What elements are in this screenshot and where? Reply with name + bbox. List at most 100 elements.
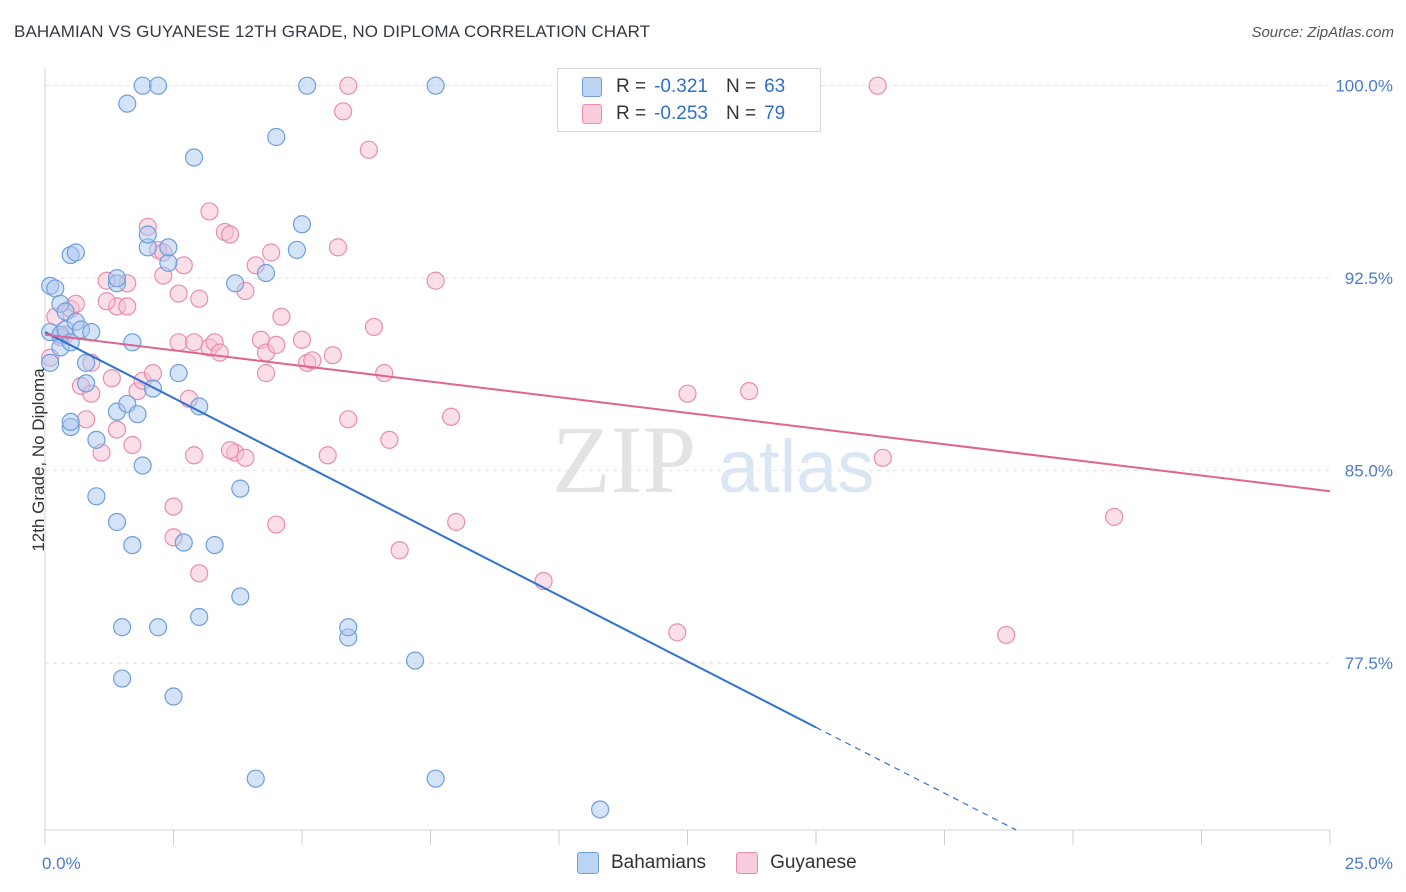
bahamians-point	[143, 379, 163, 398]
x-tick-label-start: 0.0%	[42, 854, 81, 873]
bahamians-point	[123, 333, 142, 352]
pink-swatch	[582, 104, 602, 124]
guyanese-point	[256, 364, 276, 383]
bahamians-point	[123, 535, 142, 555]
series-guyanese	[41, 76, 1124, 645]
r-value: -0.321	[654, 76, 708, 97]
n-label: N =	[725, 103, 757, 124]
bahamians-point	[77, 374, 96, 393]
series-bahamians	[41, 76, 610, 819]
r-value: -0.253	[654, 103, 708, 124]
guyanese-point	[184, 446, 204, 465]
guyanese-point	[184, 333, 204, 352]
guyanese-point	[143, 364, 163, 383]
guyanese-point	[447, 512, 466, 532]
x-tick-labels: 0.0% 25.0%	[42, 854, 1393, 873]
guyanese-trend-line	[44, 333, 1331, 493]
guyanese-point	[390, 541, 409, 560]
guyanese-point	[236, 448, 255, 467]
bahamians-point	[41, 353, 60, 372]
bahamians-point	[405, 651, 425, 670]
guyanese-point	[210, 343, 229, 362]
bahamians-point	[138, 225, 157, 244]
bahamians-point	[292, 215, 312, 234]
guyanese-point	[102, 369, 121, 388]
guyanese-point	[668, 623, 687, 642]
stats-legend: R = -0.321 N = 63 R = -0.253 N = 79	[557, 68, 821, 132]
bahamians-point	[169, 364, 188, 383]
blue-swatch	[577, 852, 599, 874]
guyanese-point	[339, 76, 358, 95]
n-value: 63	[764, 76, 786, 97]
bahamians-trend-line	[44, 331, 817, 729]
bahamians-point	[82, 322, 101, 342]
bahamians-point	[107, 269, 127, 288]
guyanese-point	[873, 448, 892, 467]
guyanese-point	[272, 307, 291, 326]
y-axis-label: 12th Grade, No Diploma	[29, 368, 48, 552]
guyanese-point	[334, 102, 353, 121]
guyanese-point	[200, 202, 219, 221]
guyanese-point	[997, 625, 1016, 645]
bahamians-point	[133, 76, 152, 95]
legend-item-guyanese: Guyanese	[736, 852, 857, 874]
guyanese-point	[868, 76, 887, 95]
guyanese-point	[97, 292, 116, 311]
guyanese-point	[339, 410, 358, 429]
stats-row-guyanese: R = -0.253 N = 79	[582, 101, 785, 127]
bahamians-point	[118, 94, 137, 113]
axes	[44, 68, 1331, 845]
watermark-zip: ZIP	[552, 406, 696, 513]
bahamians-point	[287, 240, 306, 260]
bahamians-point	[66, 243, 85, 262]
legend-label-bahamians: Bahamians	[611, 852, 707, 873]
bahamians-point	[174, 533, 193, 552]
bahamians-point	[128, 405, 147, 424]
bahamians-point	[148, 618, 168, 637]
guyanese-point	[267, 335, 286, 354]
guyanese-point	[1105, 507, 1124, 526]
pink-swatch	[736, 852, 759, 874]
guyanese-point	[292, 330, 312, 349]
guyanese-point	[169, 333, 188, 352]
bahamians-point	[184, 148, 204, 167]
bahamians-point	[190, 397, 209, 416]
guyanese-point	[359, 140, 378, 159]
bahamians-point	[107, 512, 127, 532]
guyanese-point	[77, 410, 96, 429]
r-label: R =	[616, 76, 647, 97]
guyanese-point	[380, 430, 399, 449]
source-label: Source: ZipAtlas.com	[1251, 24, 1394, 41]
n-label: N =	[725, 76, 757, 97]
guyanese-point	[164, 497, 183, 516]
y-tick-label: 100.0%	[1335, 77, 1393, 96]
bahamians-point	[133, 456, 152, 475]
guyanese-point	[678, 384, 697, 403]
bahamians-point	[87, 430, 106, 449]
bahamians-point	[339, 618, 358, 637]
bahamians-point	[164, 687, 183, 706]
bahamians-point	[591, 800, 610, 819]
bahamians-point	[426, 76, 445, 95]
bahamians-point	[231, 587, 250, 606]
bahamians-point	[426, 769, 445, 788]
grid-lines	[45, 85, 1330, 664]
guyanese-point	[190, 564, 209, 583]
guyanese-point	[174, 256, 193, 275]
bahamians-point	[46, 279, 65, 298]
bahamians-point	[77, 353, 96, 372]
bahamians-trend-extension	[815, 726, 1017, 831]
guyanese-point	[169, 284, 188, 303]
guyanese-point	[323, 346, 342, 365]
chart-title: BAHAMIAN VS GUYANESE 12TH GRADE, NO DIPL…	[14, 22, 651, 41]
guyanese-point	[441, 407, 461, 426]
watermark: ZIP atlas	[552, 406, 874, 513]
bahamians-point	[112, 669, 132, 688]
r-label: R =	[616, 103, 647, 124]
legend-item-bahamians: Bahamians	[577, 852, 706, 874]
bahamians-point	[112, 618, 132, 637]
guyanese-point	[318, 446, 337, 465]
guyanese-point	[262, 243, 281, 262]
guyanese-point	[123, 435, 142, 455]
